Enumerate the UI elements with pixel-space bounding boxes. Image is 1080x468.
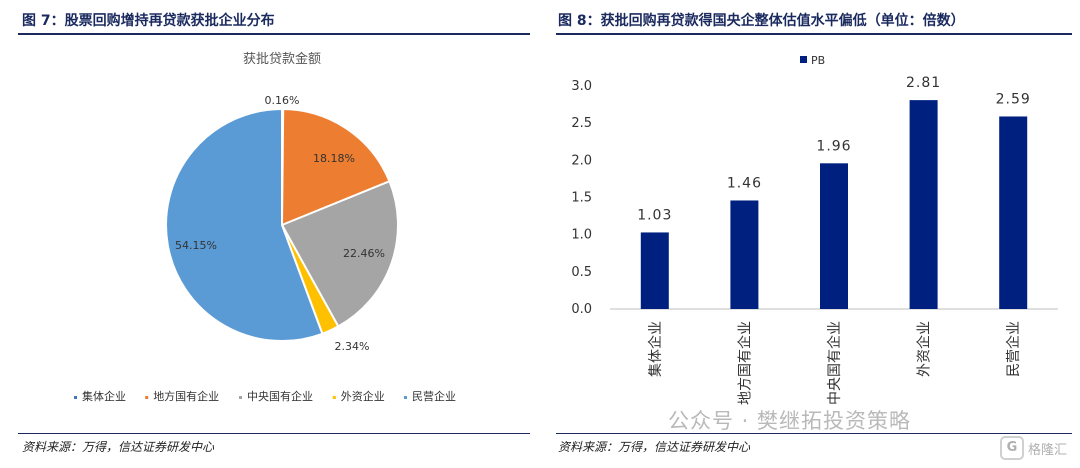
bar-chart: 0.0 0.5 1.0 1.5 2.0 2.5 3.0 PB 1.03 集体企业 1.46 地方国有企… (571, 54, 1058, 405)
x-tick-group: 集体企业 (647, 321, 664, 377)
x-tick-label: 外资企业 (916, 321, 933, 377)
watermark-text: 公众号 · 樊继拓投资策略 (668, 409, 912, 433)
legend-swatch (332, 396, 336, 399)
source-rule (556, 433, 1072, 434)
bar-2 (730, 200, 759, 309)
legend-swatch (239, 396, 242, 399)
y-tick-label: 3.0 (571, 79, 592, 94)
title-rule (556, 33, 1072, 35)
pie-slice-2 (280, 107, 391, 227)
bar-value-label: 2.59 (996, 91, 1031, 107)
x-tick-label: 中央国有企业 (826, 321, 843, 405)
x-tick-group: 中央国有企业 (826, 321, 843, 405)
pie-chart: 获批贷款金额 0.16% 18.18% 22.46% 2.34% 54.15% 集体企业 地方… (74, 51, 456, 403)
bar-5 (999, 116, 1028, 309)
y-tick-label: 1.0 (571, 228, 592, 243)
pie-slice-label: 0.16% (265, 94, 300, 107)
pie-slice-label: 2.34% (335, 340, 370, 353)
legend-entry: PB (811, 54, 825, 67)
pie-slice-label: 54.15% (175, 239, 217, 252)
bar-value-label: 1.96 (816, 138, 851, 154)
legend-entry: 集体企业 (82, 389, 126, 403)
x-tick-label: 地方国有企业 (736, 321, 753, 405)
pie-slice-label: 18.18% (313, 152, 355, 165)
y-tick-label: 2.5 (571, 116, 592, 131)
figure-7-source: 资料来源：万得，信达证券研发中心 (22, 440, 215, 454)
bar-value-label: 2.81 (906, 75, 941, 91)
pie-title: 获批贷款金额 (243, 51, 321, 67)
figure-7-title: 图 7：股票回购增持再贷款获批企业分布 (22, 13, 275, 29)
bar-3 (820, 163, 848, 309)
x-tick-group: 外资企业 (916, 321, 933, 377)
bar-1 (640, 232, 669, 309)
legend-swatch (404, 396, 407, 399)
right-figure-panel: 图 8：获批回购再贷款得国央企整体估值水平偏低（单位：倍数） 0.0 0.5 1.0… (550, 0, 1080, 468)
pie-slice-5 (165, 107, 324, 342)
x-tick-group: 民营企业 (1005, 321, 1022, 377)
y-tick-label: 2.0 (571, 153, 592, 168)
bar-value-label: 1.03 (637, 207, 672, 223)
x-tick-group: 地方国有企业 (736, 321, 753, 405)
x-tick-label: 集体企业 (647, 321, 664, 377)
figure-8-source: 资料来源：万得，信达证券研发中心 (558, 440, 751, 454)
bar-4 (909, 100, 938, 309)
legend-entry: 中央国有企业 (247, 389, 313, 403)
legend-entry: 地方国有企业 (153, 389, 219, 403)
watermark-logo-icon: G (1000, 436, 1024, 460)
x-tick-label: 民营企业 (1005, 321, 1022, 377)
figure-8-title: 图 8：获批回购再贷款得国央企整体估值水平偏低（单位：倍数） (558, 13, 965, 29)
y-tick-label: 0.5 (571, 265, 592, 280)
legend-swatch (800, 56, 807, 63)
y-tick-label: 1.5 (571, 191, 592, 206)
legend-entry: 外资企业 (341, 389, 385, 403)
left-figure-panel: 图 7：股票回购增持再贷款获批企业分布 获批贷款金额 0.16% 18.18% 22.… (0, 0, 530, 468)
legend-swatch (74, 396, 77, 399)
legend-entry: 民营企业 (412, 389, 456, 403)
watermark-logo-text: 格隆汇 (1028, 443, 1068, 458)
bar-value-label: 1.46 (727, 175, 762, 191)
legend-swatch (145, 396, 149, 399)
pie-slice-label: 22.46% (343, 247, 385, 260)
source-rule (18, 433, 530, 434)
pie-slice-3 (280, 179, 399, 328)
y-tick-label: 0.0 (571, 302, 592, 317)
title-rule (18, 33, 530, 35)
